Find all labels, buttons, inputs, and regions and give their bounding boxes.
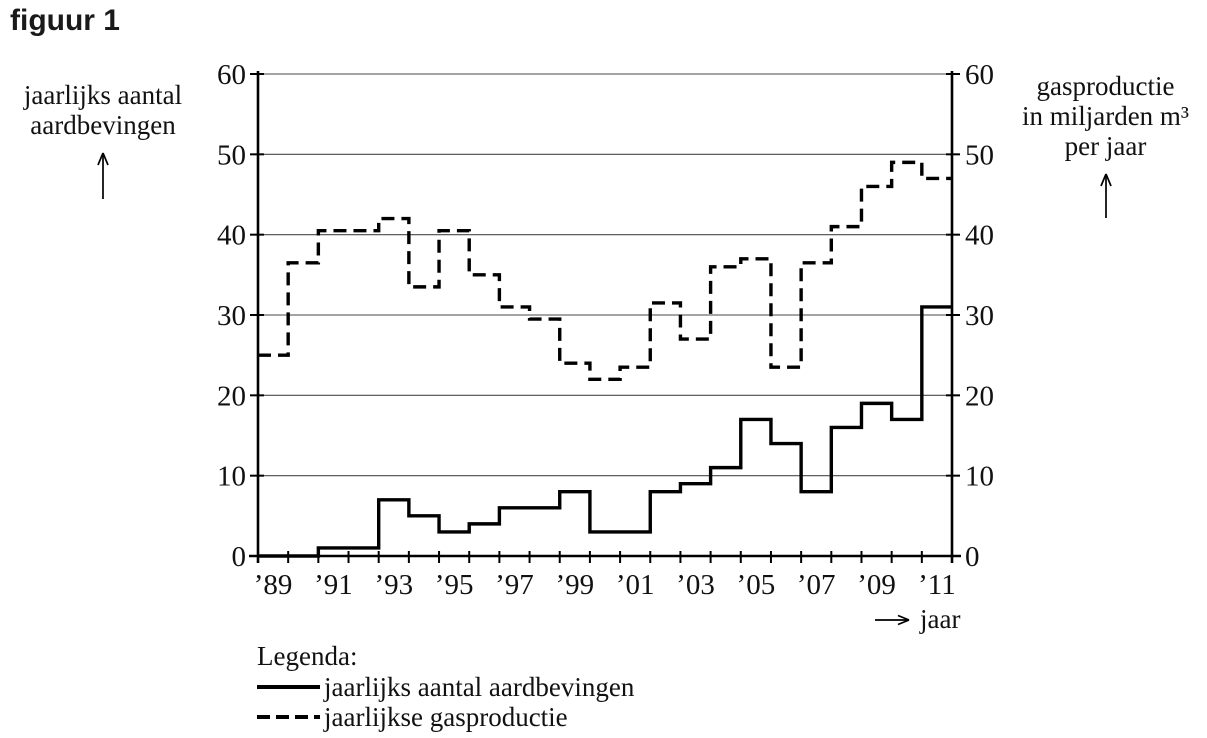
- left-axis-tick-label: 40: [217, 220, 246, 252]
- x-axis-title-text: jaar: [920, 604, 961, 634]
- legend-item-earthquakes-label: jaarlijks aantal aardbevingen: [324, 671, 635, 702]
- x-axis-tick-label: ’89: [254, 569, 293, 601]
- x-axis-tick-label: ’97: [495, 569, 534, 601]
- left-axis-tick-label: 20: [217, 380, 246, 412]
- right-axis-tick-label: 40: [965, 220, 994, 252]
- legend-item-earthquakes: jaarlijks aantal aardbevingen: [257, 672, 634, 702]
- legend-item-gasproduction-label: jaarlijkse gasproductie: [324, 701, 568, 732]
- x-axis-tick-label: ’91: [314, 569, 353, 601]
- earthquakes-series-line: [258, 305, 952, 558]
- right-axis-tick-label: 0: [965, 541, 980, 573]
- legend: Legenda: jaarlijks aantal aardbevingen j…: [257, 640, 634, 732]
- right-arrow-icon: [875, 614, 910, 625]
- left-axis-tick-label: 10: [217, 461, 246, 493]
- x-axis-tick-label: ’03: [676, 569, 715, 601]
- up-arrow-icon: [97, 152, 109, 199]
- right-axis-tick-label: 20: [965, 380, 994, 412]
- left-axis-title-line2: aardbevingen: [30, 110, 176, 140]
- right-axis-title: gasproductie in miljarden m³ per jaar: [1004, 71, 1207, 219]
- right-axis-tick-label: 10: [965, 461, 994, 493]
- left-axis-tick-label: 30: [217, 300, 246, 332]
- x-axis-tick-label: ’09: [857, 569, 896, 601]
- x-axis-title: jaar: [874, 604, 960, 635]
- right-axis-tick-label: 60: [965, 60, 994, 91]
- left-axis-title: jaarlijks aantal aardbevingen: [0, 80, 206, 200]
- dashed-line-swatch: [257, 715, 320, 719]
- left-axis-tick-label: 60: [217, 60, 246, 91]
- x-axis-tick-label: ’95: [435, 569, 474, 601]
- right-axis-title-line1: gasproductie: [1036, 71, 1175, 101]
- solid-line-swatch: [257, 685, 320, 689]
- left-axis-title-line1: jaarlijks aantal: [23, 80, 183, 110]
- left-axis-tick-label: 50: [217, 139, 246, 171]
- x-axis-tick-label: ’11: [918, 569, 956, 601]
- right-axis-tick-label: 30: [965, 300, 994, 332]
- x-axis-tick-label: ’07: [797, 569, 836, 601]
- gas-production-series-line: [258, 160, 952, 381]
- x-axis-tick-label: ’05: [737, 569, 776, 601]
- legend-title: Legenda:: [257, 641, 358, 671]
- left-axis-tick-label: 0: [232, 541, 247, 573]
- up-arrow-icon: [1099, 173, 1112, 218]
- right-axis-tick-label: 50: [965, 139, 994, 171]
- x-axis-tick-label: ’01: [616, 569, 655, 601]
- x-axis-tick-label: ’93: [374, 569, 413, 601]
- right-axis-title-line2: in miljarden m³: [1021, 101, 1190, 131]
- chart-canvas: 0 0 10 10 20 20 30 30 40 40 50 50 60 60 ’89 ’91 ’93 ’95 ’9…: [217, 60, 994, 601]
- legend-item-gasproduction: jaarlijkse gasproductie: [257, 702, 634, 732]
- x-axis-tick-label: ’99: [555, 569, 594, 601]
- figure-title: figuur 1: [10, 4, 120, 37]
- right-axis-title-line3: per jaar: [1064, 131, 1147, 161]
